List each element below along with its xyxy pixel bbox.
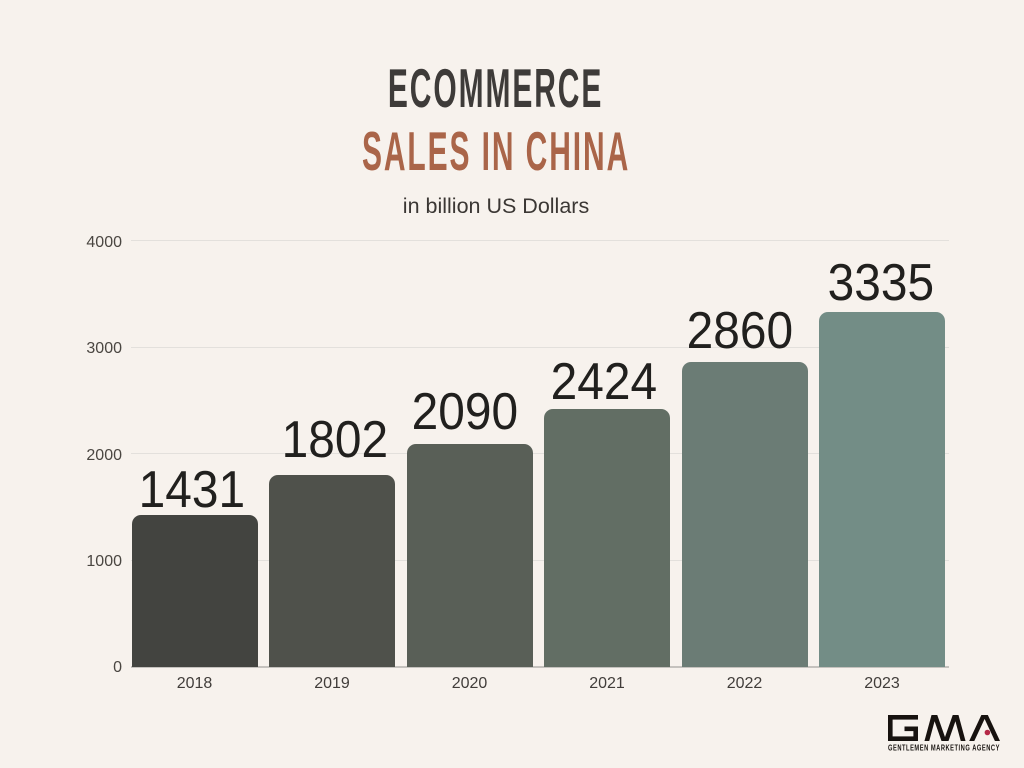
svg-text:GENTLEMEN MARKETING AGENCY: GENTLEMEN MARKETING AGENCY: [888, 745, 1000, 753]
